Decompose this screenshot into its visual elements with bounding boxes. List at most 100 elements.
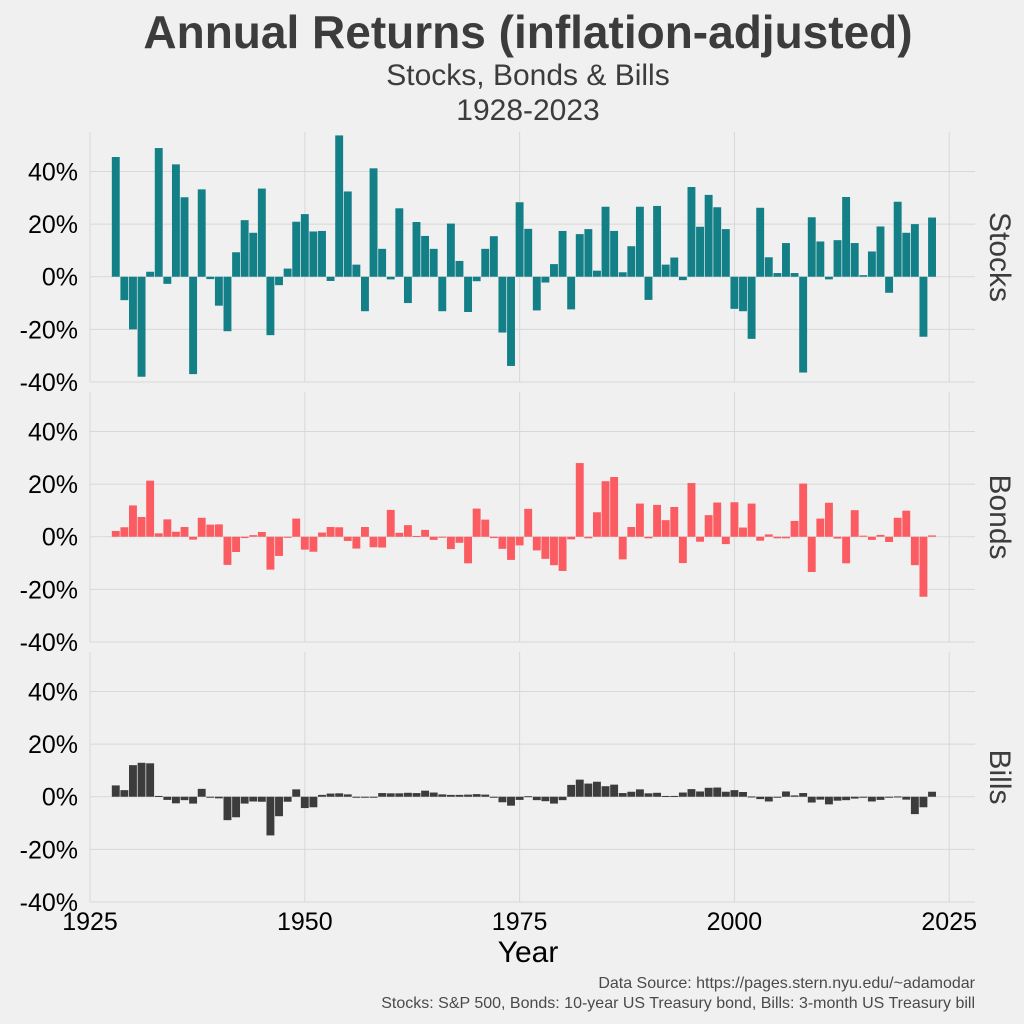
x-axis: 1925 1950 1975 2000 2025 (62, 908, 977, 936)
panel-stocks: -40% -20% 0% 20% 40% Stocks (20, 132, 1016, 397)
bar-stocks-2006 (782, 243, 790, 277)
bar-bonds-1999 (721, 536, 730, 545)
bar-stocks-2000 (730, 276, 739, 309)
facet-label-stocks: Stocks (983, 212, 1016, 302)
bar-stocks-1941 (223, 276, 232, 332)
bar-bonds-2002 (747, 503, 756, 537)
bar-bills-1985 (601, 786, 610, 797)
bar-stocks-1987 (618, 272, 627, 277)
bar-bills-1941 (223, 796, 232, 821)
bar-stocks-1980 (558, 230, 567, 277)
bar-bonds-1946 (266, 536, 275, 570)
bar-bills-1940 (214, 796, 223, 799)
bar-bonds-2013 (842, 536, 851, 564)
bar-bonds-1976 (524, 508, 533, 537)
x-tick-label: 1975 (492, 908, 548, 936)
bar-stocks-1979 (550, 264, 558, 277)
bar-bonds-1973 (498, 536, 507, 549)
bar-stocks-1946 (266, 276, 275, 336)
y-tick-label: 40% (28, 418, 78, 446)
bar-bonds-1931 (137, 517, 146, 537)
caption-source: Data Source: https://pages.stern.nyu.edu… (598, 975, 975, 992)
bar-bills-1968 (455, 794, 464, 797)
bar-bonds-2022 (919, 536, 928, 597)
bar-bills-1963 (412, 793, 421, 797)
bar-stocks-2018 (885, 276, 894, 293)
bar-stocks-1961 (395, 208, 404, 277)
chart-title: Annual Returns (inflation-adjusted) (143, 6, 912, 58)
bar-stocks-1947 (275, 276, 283, 286)
bar-bills-1944 (249, 796, 258, 802)
bar-bonds-1983 (584, 536, 593, 539)
y-tick-label: 0% (42, 784, 78, 812)
bar-bonds-1978 (541, 536, 550, 559)
bar-bonds-1989 (635, 503, 644, 537)
bar-bonds-2019 (893, 517, 902, 537)
bar-bills-1942 (232, 796, 241, 818)
bar-bonds-1934 (163, 519, 172, 537)
bar-stocks-1930 (129, 276, 137, 330)
bar-bonds-1939 (206, 524, 215, 537)
bar-bills-1986 (610, 784, 619, 797)
y-tick-label: -40% (20, 629, 78, 657)
bar-bonds-1998 (713, 502, 722, 537)
bar-stocks-1968 (455, 260, 464, 277)
bar-stocks-1977 (532, 276, 541, 311)
bar-stocks-2021 (910, 224, 919, 277)
panel-bills: -40% -20% 0% 20% 40% Bills (20, 652, 1016, 917)
bar-bills-1995 (687, 789, 696, 797)
bar-bills-2007 (790, 795, 799, 797)
bar-bills-1957 (361, 796, 369, 798)
bar-bonds-1943 (240, 536, 249, 539)
bar-stocks-1981 (567, 276, 576, 310)
bar-stocks-1988 (627, 246, 636, 277)
bar-bonds-1964 (421, 529, 430, 537)
bar-bills-1955 (343, 794, 352, 797)
bar-bills-1965 (429, 792, 438, 797)
bar-stocks-1933 (154, 148, 163, 277)
bar-stocks-1973 (498, 276, 507, 333)
bar-stocks-2005 (773, 273, 782, 277)
y-tick-label: 0% (42, 524, 78, 552)
bar-stocks-1948 (283, 268, 292, 277)
bar-bills-1935 (171, 796, 180, 804)
bar-stocks-1943 (240, 220, 249, 277)
bar-stocks-2011 (824, 276, 833, 280)
bar-bills-1975 (515, 796, 524, 800)
bar-bills-2005 (773, 796, 782, 798)
bar-bills-1989 (635, 789, 644, 797)
bar-bonds-1984 (592, 512, 601, 537)
bar-stocks-2004 (764, 257, 773, 277)
bar-bonds-1958 (369, 536, 378, 548)
bar-bills-1959 (378, 793, 387, 797)
bar-stocks-1989 (635, 206, 644, 277)
y-tick-label: -40% (20, 889, 78, 917)
bar-bills-1961 (395, 793, 404, 797)
bar-stocks-1986 (610, 230, 619, 277)
y-tick-label: 20% (28, 471, 78, 499)
y-tick-label: 0% (42, 264, 78, 292)
bar-bills-1983 (584, 783, 593, 797)
bar-stocks-1936 (180, 197, 189, 277)
bar-stocks-1929 (120, 276, 129, 301)
x-tick-label: 2025 (921, 908, 977, 936)
bar-bonds-1949 (292, 518, 301, 537)
bar-bonds-2020 (902, 510, 911, 537)
bar-bills-1937 (189, 796, 198, 804)
bar-stocks-1974 (507, 276, 515, 366)
bar-bonds-1987 (618, 536, 627, 560)
bar-bonds-1980 (558, 536, 567, 571)
bar-bills-2016 (867, 796, 876, 802)
bar-bills-1982 (575, 779, 584, 797)
bar-stocks-2001 (739, 276, 747, 312)
bar-bills-1934 (163, 796, 172, 800)
bar-stocks-1963 (412, 222, 421, 277)
y-tick-label: -40% (20, 369, 78, 397)
bar-stocks-2013 (842, 197, 851, 277)
bar-stocks-1999 (721, 229, 730, 277)
bar-stocks-1985 (601, 206, 610, 277)
bar-bills-1988 (627, 791, 636, 797)
bar-bonds-1932 (146, 480, 155, 537)
y-tick-label: 20% (28, 731, 78, 759)
bar-bonds-2005 (773, 536, 782, 539)
